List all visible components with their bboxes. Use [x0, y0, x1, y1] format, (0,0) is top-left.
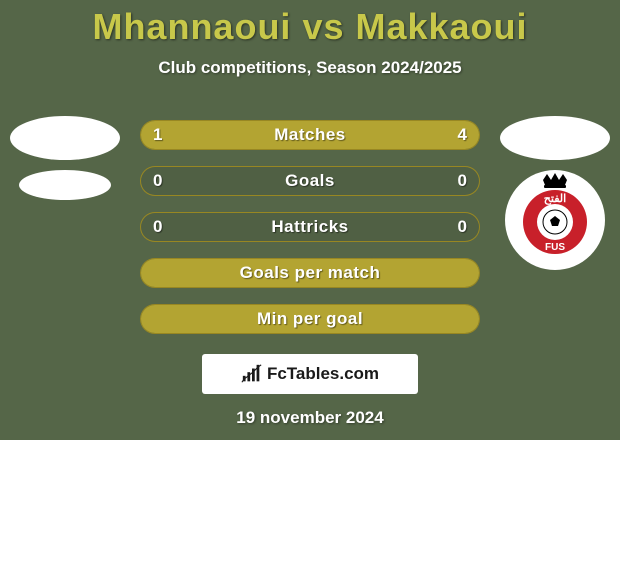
stat-label: Goals per match	[141, 259, 479, 287]
player-name-placeholder	[19, 170, 111, 200]
brand-badge[interactable]: FcTables.com	[202, 354, 418, 394]
club-logo-svg: الفتح FUS	[505, 170, 605, 270]
page-title: Mhannaoui vs Makkaoui	[0, 0, 620, 48]
stats-bars: 14Matches 00Goals 00Hattricks Goals per mat…	[140, 120, 480, 350]
stat-bar: 00Hattricks	[140, 212, 480, 242]
stat-label: Min per goal	[141, 305, 479, 333]
svg-text:FUS: FUS	[545, 242, 565, 253]
comparison-banner: Mhannaoui vs Makkaoui Club competitions,…	[0, 0, 620, 440]
left-player-area	[0, 110, 130, 210]
stat-bar: 14Matches	[140, 120, 480, 150]
stat-label: Matches	[141, 121, 479, 149]
player-photo-placeholder	[500, 116, 610, 160]
right-player-area: الفتح FUS	[490, 110, 620, 270]
bar-chart-icon	[241, 363, 263, 385]
stat-bar: 00Goals	[140, 166, 480, 196]
subtitle: Club competitions, Season 2024/2025	[0, 58, 620, 78]
club-logo: الفتح FUS	[505, 170, 605, 270]
stat-label: Goals	[141, 167, 479, 195]
generated-date: 19 november 2024	[0, 408, 620, 428]
player-photo-placeholder	[10, 116, 120, 160]
stat-bar: Goals per match	[140, 258, 480, 288]
stat-label: Hattricks	[141, 213, 479, 241]
brand-text: FcTables.com	[267, 364, 379, 384]
svg-text:الفتح: الفتح	[544, 193, 566, 205]
stat-bar: Min per goal	[140, 304, 480, 334]
